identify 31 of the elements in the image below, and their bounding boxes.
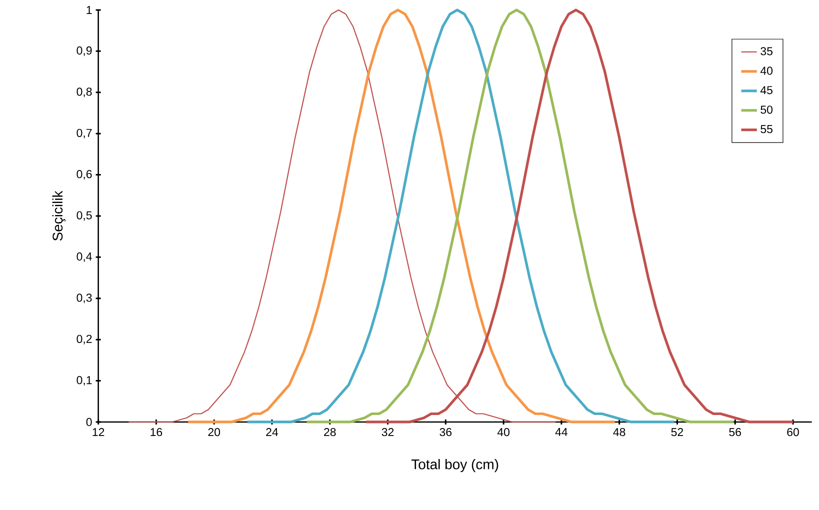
- y-axis-title: Seçicilik: [52, 190, 66, 241]
- x-tick-label: 16: [150, 428, 162, 436]
- x-tick-label: 20: [208, 428, 220, 436]
- y-tick-label: 0,1: [76, 376, 92, 386]
- x-tick-label: 12: [92, 428, 104, 436]
- y-tick-label: 0,6: [76, 170, 92, 180]
- y-tick-label: 1: [86, 6, 92, 14]
- y-tick-label: 0,4: [76, 252, 92, 262]
- y-tick-label: 0,3: [76, 294, 92, 304]
- x-tick-label: 52: [671, 428, 684, 436]
- x-tick-label: 28: [324, 428, 336, 436]
- legend-label: 35: [760, 47, 772, 56]
- legend-label: 45: [760, 86, 772, 94]
- x-tick-label: 36: [440, 428, 452, 436]
- x-axis-title: Total boy (cm): [411, 459, 498, 472]
- x-tick-label: 44: [555, 428, 568, 436]
- legend-label: 50: [760, 106, 773, 114]
- legend-label: 40: [760, 66, 773, 75]
- y-tick-label: 0,9: [76, 46, 92, 56]
- y-tick-label: 0,2: [76, 334, 92, 344]
- y-tick-label: 0,8: [76, 88, 92, 98]
- x-tick-label: 48: [613, 428, 626, 436]
- legend-label: 55: [760, 125, 772, 134]
- x-tick-label: 60: [787, 428, 799, 436]
- x-tick-label: 24: [266, 428, 278, 436]
- y-tick-label: 0: [86, 418, 92, 426]
- y-tick-label: 0,5: [76, 211, 92, 221]
- x-tick-label: 40: [497, 428, 510, 436]
- x-tick-label: 56: [729, 428, 741, 436]
- y-tick-label: 0,7: [76, 128, 92, 138]
- x-tick-label: 32: [382, 428, 394, 436]
